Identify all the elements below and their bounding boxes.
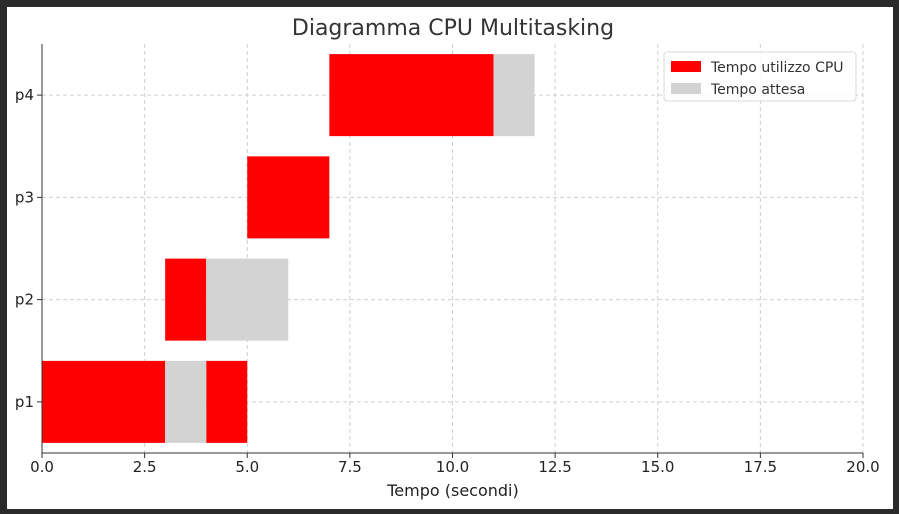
bar-segments <box>42 54 535 443</box>
x-tick-label: 12.5 <box>538 458 571 476</box>
x-tick-label: 2.5 <box>133 458 157 476</box>
legend-entry-label: Tempo utilizzo CPU <box>710 60 844 76</box>
x-tick-label: 0.0 <box>30 458 54 476</box>
bar-segment <box>42 360 166 443</box>
y-tick-label: p4 <box>15 86 34 104</box>
x-tick-label: 20.0 <box>846 458 879 476</box>
x-tick-label: 5.0 <box>235 458 259 476</box>
y-tick-label: p1 <box>15 393 34 411</box>
y-tick-label: p2 <box>15 291 34 309</box>
chart-title: Diagramma CPU Multitasking <box>292 16 614 41</box>
bar-segment <box>165 360 207 443</box>
x-axis-label: Tempo (secondi) <box>386 481 519 500</box>
chart-canvas: Diagramma CPU Multitasking 0.0 2.5 5.0 7.5 1… <box>15 16 880 500</box>
legend-entry-label: Tempo attesa <box>710 82 805 98</box>
bar-segment <box>493 54 535 137</box>
x-tick-label: 10.0 <box>436 458 469 476</box>
x-tick-labels: 0.0 2.5 5.0 7.5 10.0 12.5 15.0 17.5 20.0 <box>30 458 880 476</box>
x-tick-label: 15.0 <box>641 458 674 476</box>
bar-segment <box>206 360 248 443</box>
chart-frame: Diagramma CPU Multitasking 0.0 2.5 5.0 7.5 1… <box>7 7 893 509</box>
bar-segment <box>329 54 494 137</box>
y-tick-labels: p1 p2 p3 p4 <box>15 86 34 411</box>
bar-segment <box>165 258 207 341</box>
bar-segment <box>247 156 330 239</box>
legend-swatch <box>671 61 701 72</box>
x-tick-label: 7.5 <box>338 458 362 476</box>
legend: Tempo utilizzo CPU Tempo attesa <box>663 51 857 102</box>
x-tick-label: 17.5 <box>744 458 777 476</box>
bar-segment <box>206 258 289 341</box>
y-tick-label: p3 <box>15 188 34 206</box>
axes <box>37 44 864 458</box>
legend-swatch <box>671 83 701 94</box>
legend-box <box>663 51 857 102</box>
